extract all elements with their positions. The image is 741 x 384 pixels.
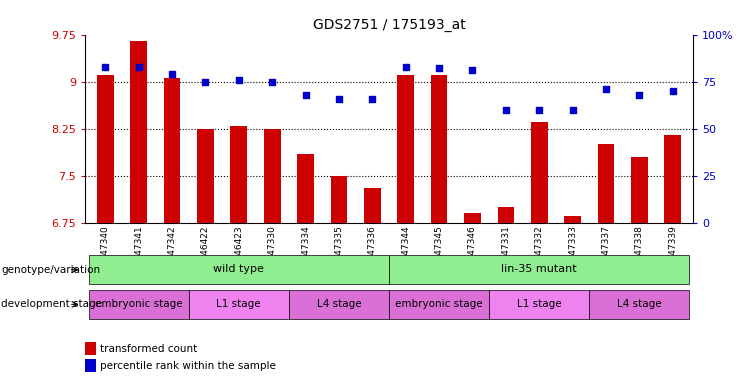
Point xyxy=(233,77,245,83)
Point xyxy=(266,79,278,85)
Point xyxy=(133,63,144,70)
Bar xyxy=(464,213,481,223)
Title: GDS2751 / 175193_at: GDS2751 / 175193_at xyxy=(313,18,465,32)
Text: transformed count: transformed count xyxy=(101,344,198,354)
Text: L4 stage: L4 stage xyxy=(617,299,662,309)
Point xyxy=(166,71,178,77)
Bar xyxy=(531,122,548,223)
Bar xyxy=(565,217,581,223)
Text: percentile rank within the sample: percentile rank within the sample xyxy=(101,361,276,371)
Bar xyxy=(397,75,414,223)
Bar xyxy=(330,176,348,223)
Point xyxy=(99,63,111,70)
Text: lin-35 mutant: lin-35 mutant xyxy=(502,264,577,274)
Bar xyxy=(598,144,614,223)
Bar xyxy=(389,255,689,285)
Point xyxy=(333,96,345,102)
Point xyxy=(199,79,211,85)
Bar xyxy=(497,207,514,223)
Text: L4 stage: L4 stage xyxy=(316,299,362,309)
Point xyxy=(634,92,645,98)
Point xyxy=(600,86,612,92)
Point xyxy=(433,65,445,71)
Bar xyxy=(297,154,314,223)
Point xyxy=(299,92,311,98)
Text: embryonic stage: embryonic stage xyxy=(95,299,182,309)
Text: embryonic stage: embryonic stage xyxy=(395,299,483,309)
Bar xyxy=(230,126,247,223)
Point xyxy=(467,67,479,73)
Bar xyxy=(189,290,289,319)
Bar xyxy=(589,290,689,319)
Bar xyxy=(85,342,96,355)
Bar xyxy=(264,129,281,223)
Bar xyxy=(431,75,448,223)
Point xyxy=(567,107,579,113)
Bar xyxy=(89,255,389,285)
Text: L1 stage: L1 stage xyxy=(216,299,261,309)
Bar xyxy=(85,359,96,372)
Bar xyxy=(164,78,180,223)
Point xyxy=(534,107,545,113)
Bar xyxy=(89,290,189,319)
Text: genotype/variation: genotype/variation xyxy=(1,265,101,275)
Bar xyxy=(631,157,648,223)
Point xyxy=(366,96,378,102)
Text: L1 stage: L1 stage xyxy=(517,299,562,309)
Bar xyxy=(665,135,681,223)
Bar xyxy=(389,290,489,319)
Bar xyxy=(489,290,589,319)
Bar xyxy=(364,188,381,223)
Text: development stage: development stage xyxy=(1,299,102,310)
Bar xyxy=(289,290,389,319)
Bar xyxy=(97,75,113,223)
Point xyxy=(667,88,679,94)
Bar xyxy=(130,41,147,223)
Point xyxy=(500,107,512,113)
Point xyxy=(400,63,412,70)
Text: wild type: wild type xyxy=(213,264,265,274)
Bar xyxy=(197,129,213,223)
